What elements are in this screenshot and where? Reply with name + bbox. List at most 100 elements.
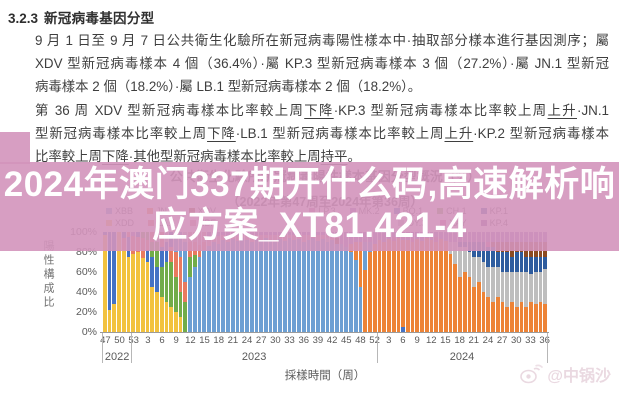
x-tick-label: 27 [496, 335, 508, 346]
bar-segment [481, 242, 486, 262]
bar-segment [178, 257, 183, 292]
bar-segment [121, 250, 126, 332]
x-tick-label: 30 [511, 335, 522, 346]
watermark: @中锅沙 [519, 362, 611, 386]
bar-segment [169, 262, 174, 307]
x-tick-label: 27 [255, 335, 267, 346]
bar-segment [192, 255, 197, 267]
watermark-text: @中锅沙 [547, 368, 611, 385]
bar-segment [396, 238, 401, 332]
trend-word-underlined: 下降 [101, 148, 129, 164]
bar-segment [259, 241, 263, 332]
bar-segment [330, 240, 334, 332]
y-tick-label: 60% [75, 265, 97, 278]
x-tick-label: 36 [298, 335, 310, 346]
year-label: 2023 [241, 351, 267, 363]
bar-segment [500, 302, 505, 332]
paragraph-text: XDV 型新冠病毒樣本 4 個（36.4%）·屬 KP.3 型新冠病毒樣本 3 … [35, 56, 609, 72]
bar-segment [377, 240, 382, 332]
bar-segment [495, 297, 500, 332]
bar-segment [155, 292, 159, 332]
bar-segment [543, 269, 548, 304]
section-heading: 3.2.3 新冠病毒基因分型 [8, 7, 154, 27]
bar-segment [107, 232, 112, 310]
bar-segment [462, 247, 467, 272]
paragraph-text: ·JN.1 [577, 102, 609, 118]
section-number: 3.2.3 [8, 11, 39, 26]
bar-segment [278, 239, 282, 332]
bar-segment [349, 252, 353, 332]
bar-segment [491, 302, 495, 332]
overlay-banner [0, 162, 619, 251]
bar-segment [533, 304, 538, 332]
bar-segment [505, 272, 510, 307]
bar-segment [159, 297, 164, 332]
bar-segment [140, 258, 145, 332]
bar-segment [529, 257, 533, 274]
bar-segment [311, 238, 316, 332]
bar-segment [353, 242, 358, 260]
bar-segment [372, 244, 377, 332]
bar-segment [230, 239, 235, 332]
bar-segment [192, 267, 197, 332]
bar-segment [174, 277, 178, 312]
bar-segment [510, 302, 514, 332]
bar-segment [306, 240, 311, 332]
bar-segment [538, 257, 543, 272]
bar-segment [368, 252, 372, 332]
bar-segment [533, 272, 538, 304]
bar-segment [136, 252, 140, 332]
paragraph-line: XDV 型新冠病毒樣本 4 個（36.4%）·屬 KP.3 型新冠病毒樣本 3 … [35, 52, 609, 75]
bar-segment [406, 240, 410, 332]
bar-segment [197, 245, 202, 257]
bar-segment [505, 252, 510, 272]
bar-segment [495, 252, 500, 267]
bar-segment [420, 241, 424, 332]
x-tick-label: 24 [241, 335, 253, 346]
bar-segment [334, 244, 339, 332]
bar-segment [495, 267, 500, 297]
body-paragraphs: 9 月 1 日至 9 月 7 日公共衛生化驗所在新冠病毒陽性樣本中·抽取部分樣本… [35, 29, 609, 168]
bar-segment [510, 257, 514, 272]
bar-segment [453, 242, 458, 264]
x-tick-label: 30 [270, 335, 281, 346]
bar-segment [448, 254, 453, 332]
y-tick-label: 20% [75, 305, 97, 318]
bar-segment [358, 242, 363, 287]
bar-segment [188, 257, 192, 277]
bar-segment [155, 267, 159, 292]
bar-segment [429, 240, 434, 332]
bar-segment [226, 242, 230, 332]
bar-segment [287, 238, 292, 332]
x-axis-title: 採樣時間（周） [284, 370, 366, 382]
bar-segment [103, 235, 107, 332]
trend-word-underlined: 下降 [207, 125, 236, 141]
bar-segment [453, 264, 458, 332]
year-label: 2022 [104, 351, 130, 363]
bar-segment [325, 242, 330, 332]
bar-segment [486, 267, 491, 297]
year-separator [547, 333, 548, 363]
bar-segment [344, 247, 349, 332]
bar-segment [439, 239, 443, 332]
bar-segment [481, 262, 486, 292]
bar-segment [197, 257, 202, 332]
bar-segment [245, 240, 249, 332]
bar-segment [235, 241, 240, 332]
trend-word-underlined: 下降 [304, 102, 334, 118]
bar-segment [415, 239, 420, 332]
bar-segment [462, 272, 467, 332]
paragraph-text: ·KP.3 型新冠病毒樣本比率較上周 [333, 102, 548, 118]
paragraph-text: 病毒樣本 2 個（18.2%）·屬 LB.1 型新冠病毒樣本 2 個（18.2%… [35, 79, 422, 95]
bar-segment [221, 240, 226, 332]
weibo-eye-icon [519, 364, 544, 384]
bar-segment [529, 302, 533, 332]
bar-segment [358, 287, 363, 332]
bar-segment [443, 241, 448, 332]
bar-segment [145, 250, 150, 262]
bar-segment [486, 297, 491, 332]
x-tick-label: 42 [326, 335, 338, 346]
bar-segment [169, 247, 174, 262]
x-tick-label: 3 [386, 335, 392, 346]
